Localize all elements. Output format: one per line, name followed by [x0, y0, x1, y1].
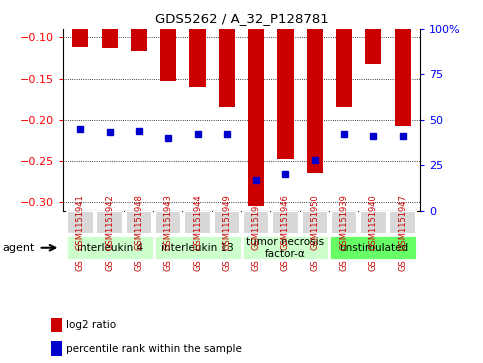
- FancyBboxPatch shape: [331, 211, 357, 234]
- Text: log2 ratio: log2 ratio: [66, 320, 116, 330]
- Bar: [101, 29, 118, 48]
- Text: GSM1151945: GSM1151945: [252, 195, 261, 250]
- Bar: [51, 342, 62, 356]
- Bar: [248, 29, 264, 207]
- Text: GSM1151939: GSM1151939: [340, 195, 349, 250]
- Text: GSM1151944: GSM1151944: [193, 195, 202, 250]
- Bar: [51, 318, 62, 332]
- FancyBboxPatch shape: [97, 211, 123, 234]
- Text: percentile rank within the sample: percentile rank within the sample: [66, 343, 242, 354]
- Text: GSM1151948: GSM1151948: [134, 195, 143, 250]
- FancyBboxPatch shape: [67, 211, 94, 234]
- FancyBboxPatch shape: [242, 236, 329, 260]
- Text: GSM1151941: GSM1151941: [76, 195, 85, 250]
- Text: GSM1151946: GSM1151946: [281, 195, 290, 250]
- FancyBboxPatch shape: [213, 211, 240, 234]
- Bar: [160, 29, 176, 81]
- Bar: [365, 29, 382, 64]
- FancyBboxPatch shape: [272, 211, 298, 234]
- Bar: [72, 29, 88, 47]
- Text: tumor necrosis
factor-α: tumor necrosis factor-α: [246, 237, 325, 258]
- Text: GSM1151943: GSM1151943: [164, 195, 173, 250]
- Bar: [395, 29, 411, 126]
- FancyBboxPatch shape: [154, 236, 242, 260]
- Text: interleukin 13: interleukin 13: [161, 243, 234, 253]
- Bar: [336, 29, 352, 107]
- FancyBboxPatch shape: [66, 236, 154, 260]
- Bar: [189, 29, 206, 87]
- FancyBboxPatch shape: [243, 211, 270, 234]
- Text: interleukin 4: interleukin 4: [77, 243, 143, 253]
- Text: agent: agent: [2, 243, 35, 253]
- FancyBboxPatch shape: [389, 211, 416, 234]
- FancyBboxPatch shape: [360, 211, 386, 234]
- Bar: [277, 29, 294, 159]
- Title: GDS5262 / A_32_P128781: GDS5262 / A_32_P128781: [155, 12, 328, 25]
- Text: GSM1151942: GSM1151942: [105, 195, 114, 250]
- FancyBboxPatch shape: [126, 211, 152, 234]
- Bar: [307, 29, 323, 174]
- FancyBboxPatch shape: [155, 211, 182, 234]
- Text: unstimulated: unstimulated: [339, 243, 408, 253]
- FancyBboxPatch shape: [329, 236, 417, 260]
- FancyBboxPatch shape: [185, 211, 211, 234]
- Bar: [131, 29, 147, 51]
- Text: GSM1151950: GSM1151950: [310, 195, 319, 250]
- Text: GSM1151940: GSM1151940: [369, 195, 378, 250]
- Text: GSM1151947: GSM1151947: [398, 195, 407, 250]
- FancyBboxPatch shape: [301, 211, 328, 234]
- Bar: [219, 29, 235, 107]
- Text: GSM1151949: GSM1151949: [222, 195, 231, 250]
